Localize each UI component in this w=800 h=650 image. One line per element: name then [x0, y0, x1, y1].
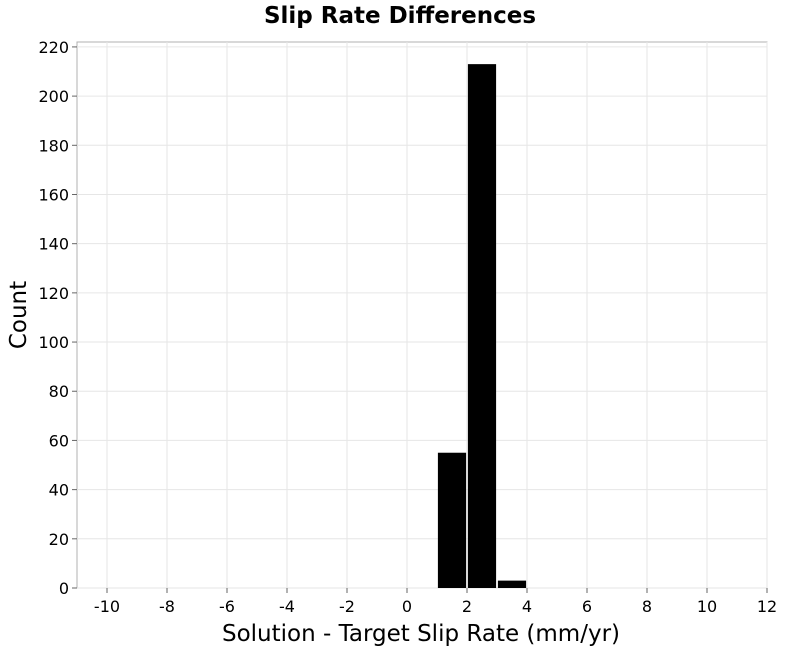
plot-area: [76, 41, 768, 589]
y-tick-label: 0: [59, 579, 69, 598]
y-tick-label: 60: [49, 431, 69, 450]
y-tick-label: 160: [38, 185, 69, 204]
x-tick-label: 8: [642, 597, 652, 616]
y-tick-label: 40: [49, 481, 69, 500]
x-tick-label: -6: [219, 597, 235, 616]
x-tick-label: -10: [94, 597, 120, 616]
y-tick-label: 220: [38, 38, 69, 57]
grid-lines: [77, 42, 768, 589]
x-axis-label: Solution - Target Slip Rate (mm/yr): [222, 621, 620, 647]
x-tick-label: -8: [159, 597, 175, 616]
y-tick-label: 200: [38, 87, 69, 106]
y-tick-label: 100: [38, 333, 69, 352]
histogram-bar: [467, 64, 497, 588]
x-tick-label: 6: [582, 597, 592, 616]
chart-title: Slip Rate Differences: [264, 3, 536, 29]
y-axis-ticks: 0 20 40 60 80 100 120 140 160 180 200 220: [38, 38, 77, 598]
x-tick-label: 12: [757, 597, 777, 616]
y-tick-label: 20: [49, 530, 69, 549]
y-tick-label: 80: [49, 382, 69, 401]
x-tick-label: -4: [279, 597, 295, 616]
x-axis-ticks: -10 -8 -6 -4 -2 0 2 4 6 8 10 12: [94, 588, 777, 616]
y-axis-label: Count: [6, 281, 32, 349]
bars: [437, 64, 527, 588]
x-tick-label: 10: [697, 597, 717, 616]
x-tick-label: 2: [462, 597, 472, 616]
x-tick-label: -2: [339, 597, 355, 616]
histogram-bar: [437, 452, 467, 588]
y-tick-label: 120: [38, 284, 69, 303]
histogram-bar: [497, 580, 527, 588]
y-tick-label: 140: [38, 235, 69, 254]
y-tick-label: 180: [38, 136, 69, 155]
x-tick-label: 4: [522, 597, 532, 616]
x-tick-label: 0: [402, 597, 412, 616]
